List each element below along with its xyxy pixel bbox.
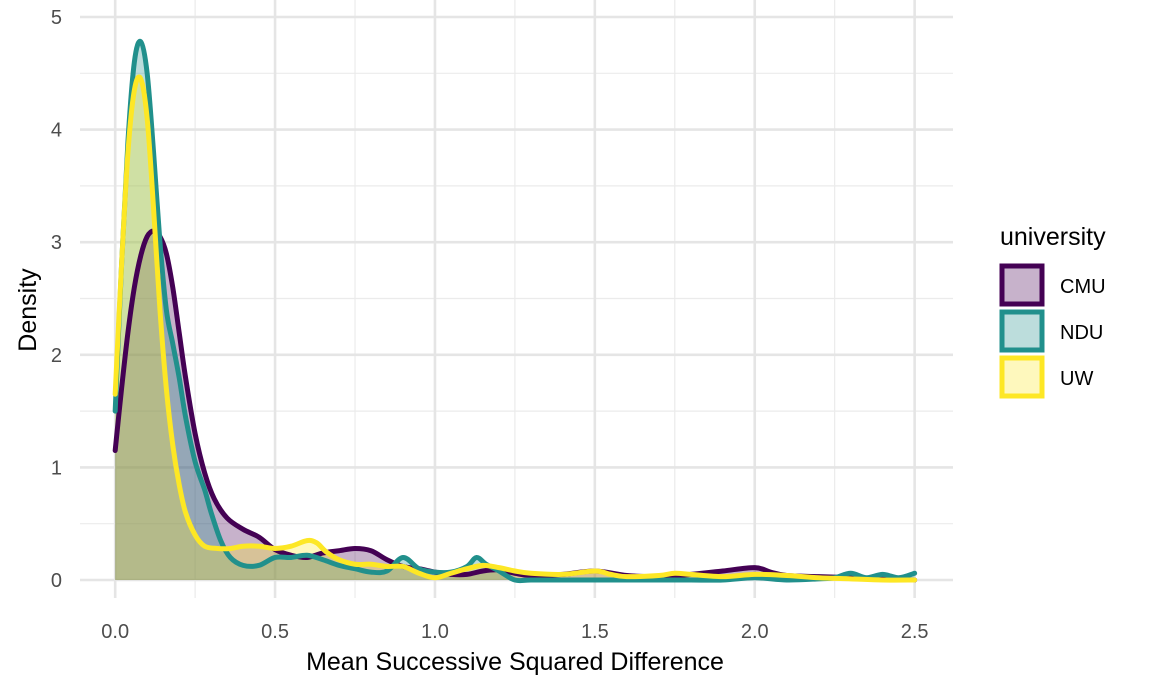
legend-key-bg-ndu bbox=[1002, 312, 1042, 350]
y-tick-label: 5 bbox=[51, 7, 62, 29]
legend-label-cmu: CMU bbox=[1060, 276, 1106, 298]
line-ndu bbox=[112, 38, 918, 584]
x-tick-label: 0.5 bbox=[261, 621, 289, 643]
x-axis-title: Mean Successive Squared Difference bbox=[306, 648, 724, 676]
legend-title: university bbox=[1000, 223, 1106, 251]
line-uw bbox=[112, 74, 918, 583]
y-tick-label: 1 bbox=[51, 457, 62, 479]
legend-key-bg-uw bbox=[1002, 358, 1042, 396]
legend-items: CMU NDU UW bbox=[999, 263, 1106, 399]
grid bbox=[80, 0, 953, 598]
y-tick-label: 0 bbox=[51, 570, 62, 592]
x-tick-label: 2.0 bbox=[741, 621, 769, 643]
area-cmu bbox=[115, 230, 915, 580]
legend-key-uw bbox=[999, 355, 1045, 399]
area-ndu bbox=[115, 41, 915, 581]
legend-key-ndu bbox=[999, 309, 1045, 353]
x-tick-label: 2.5 bbox=[901, 621, 929, 643]
y-axis-ticks: 0 1 2 3 4 5 bbox=[51, 7, 62, 592]
legend-key-bg-cmu bbox=[1002, 266, 1042, 304]
y-axis-title: Density bbox=[14, 268, 42, 352]
x-tick-label: 1.0 bbox=[421, 621, 449, 643]
density-areas bbox=[115, 41, 915, 581]
legend-key-cmu bbox=[999, 263, 1045, 307]
legend-label-ndu: NDU bbox=[1060, 322, 1103, 344]
legend-label-uw: UW bbox=[1060, 368, 1093, 390]
x-tick-label: 0.0 bbox=[101, 621, 129, 643]
y-tick-label: 3 bbox=[51, 232, 62, 254]
legend: university CMU NDU UW bbox=[999, 223, 1106, 399]
x-axis-ticks: 0.0 0.5 1.0 1.5 2.0 2.5 bbox=[101, 621, 928, 643]
y-tick-label: 4 bbox=[51, 120, 62, 142]
density-lines bbox=[112, 38, 918, 584]
x-tick-label: 1.5 bbox=[581, 621, 609, 643]
y-tick-label: 2 bbox=[51, 345, 62, 367]
